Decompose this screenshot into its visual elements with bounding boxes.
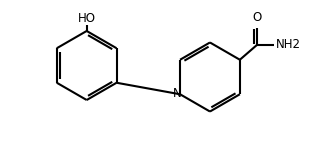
Text: N: N [173, 87, 182, 100]
Text: O: O [252, 11, 262, 24]
Text: NH2: NH2 [276, 38, 301, 51]
Text: HO: HO [78, 12, 96, 25]
